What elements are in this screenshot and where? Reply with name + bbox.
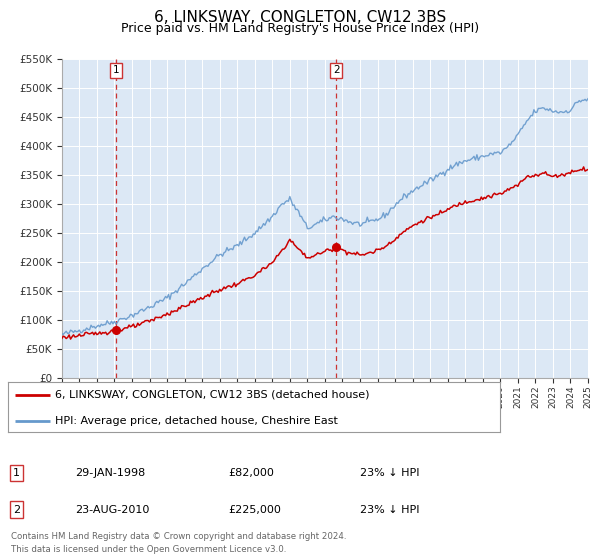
Text: 1: 1 (113, 66, 119, 76)
Text: Price paid vs. HM Land Registry's House Price Index (HPI): Price paid vs. HM Land Registry's House … (121, 22, 479, 35)
Text: 23% ↓ HPI: 23% ↓ HPI (360, 468, 419, 478)
Text: Contains HM Land Registry data © Crown copyright and database right 2024.: Contains HM Land Registry data © Crown c… (11, 532, 346, 541)
Text: 23% ↓ HPI: 23% ↓ HPI (360, 505, 419, 515)
Text: 2: 2 (333, 66, 340, 76)
Text: 6, LINKSWAY, CONGLETON, CW12 3BS (detached house): 6, LINKSWAY, CONGLETON, CW12 3BS (detach… (55, 390, 369, 399)
Text: 29-JAN-1998: 29-JAN-1998 (75, 468, 145, 478)
Text: 6, LINKSWAY, CONGLETON, CW12 3BS: 6, LINKSWAY, CONGLETON, CW12 3BS (154, 10, 446, 25)
Text: HPI: Average price, detached house, Cheshire East: HPI: Average price, detached house, Ches… (55, 416, 337, 426)
Text: £225,000: £225,000 (228, 505, 281, 515)
Text: 2: 2 (13, 505, 20, 515)
Text: 1: 1 (13, 468, 20, 478)
Text: 23-AUG-2010: 23-AUG-2010 (75, 505, 149, 515)
Text: £82,000: £82,000 (228, 468, 274, 478)
Text: This data is licensed under the Open Government Licence v3.0.: This data is licensed under the Open Gov… (11, 545, 286, 554)
